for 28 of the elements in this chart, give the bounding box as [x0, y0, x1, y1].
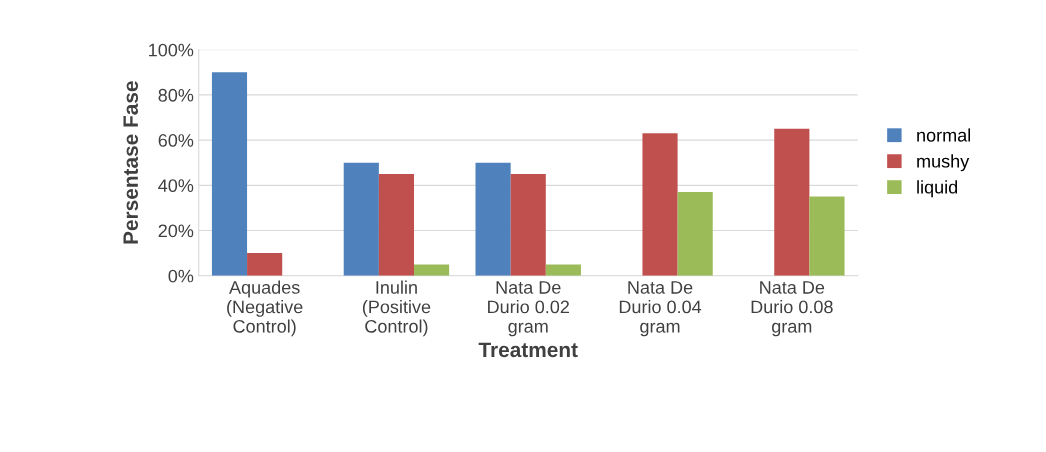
y-tick-label: 20%: [158, 224, 194, 238]
bar: [642, 133, 678, 276]
y-tick-label: 40%: [158, 179, 194, 193]
bar: [774, 128, 810, 276]
bar: [343, 162, 379, 276]
bar: [510, 174, 546, 276]
legend-label: mushy: [917, 154, 970, 172]
x-axis-title: Treatment: [478, 342, 578, 358]
x-tick-label: Nata De Durio 0.08 gram: [751, 281, 833, 337]
x-tick-label: Aquades (Negative Control): [227, 280, 303, 337]
legend-label: normal: [917, 128, 971, 142]
bar: [475, 162, 511, 276]
x-tick-label: Nata De Durio 0.04 gram: [619, 281, 702, 337]
bar: [378, 174, 415, 276]
bar: [545, 264, 581, 276]
legend-label: liquid: [917, 180, 958, 198]
bar: [211, 72, 248, 276]
bar: [677, 192, 713, 276]
x-tick-label: Nata De Durio 0.02 gram: [488, 281, 569, 337]
y-tick-label: 60%: [158, 134, 194, 147]
y-tick-label: 0%: [168, 269, 194, 283]
y-tick-label: 80%: [158, 88, 194, 102]
bar: [247, 253, 283, 276]
x-tick-label: Inulin (Positive Control): [362, 280, 431, 337]
y-axis-title: Persentase Fase: [123, 81, 139, 244]
bar: [414, 264, 450, 276]
bar: [809, 196, 845, 276]
y-tick-label: 100%: [149, 43, 194, 57]
